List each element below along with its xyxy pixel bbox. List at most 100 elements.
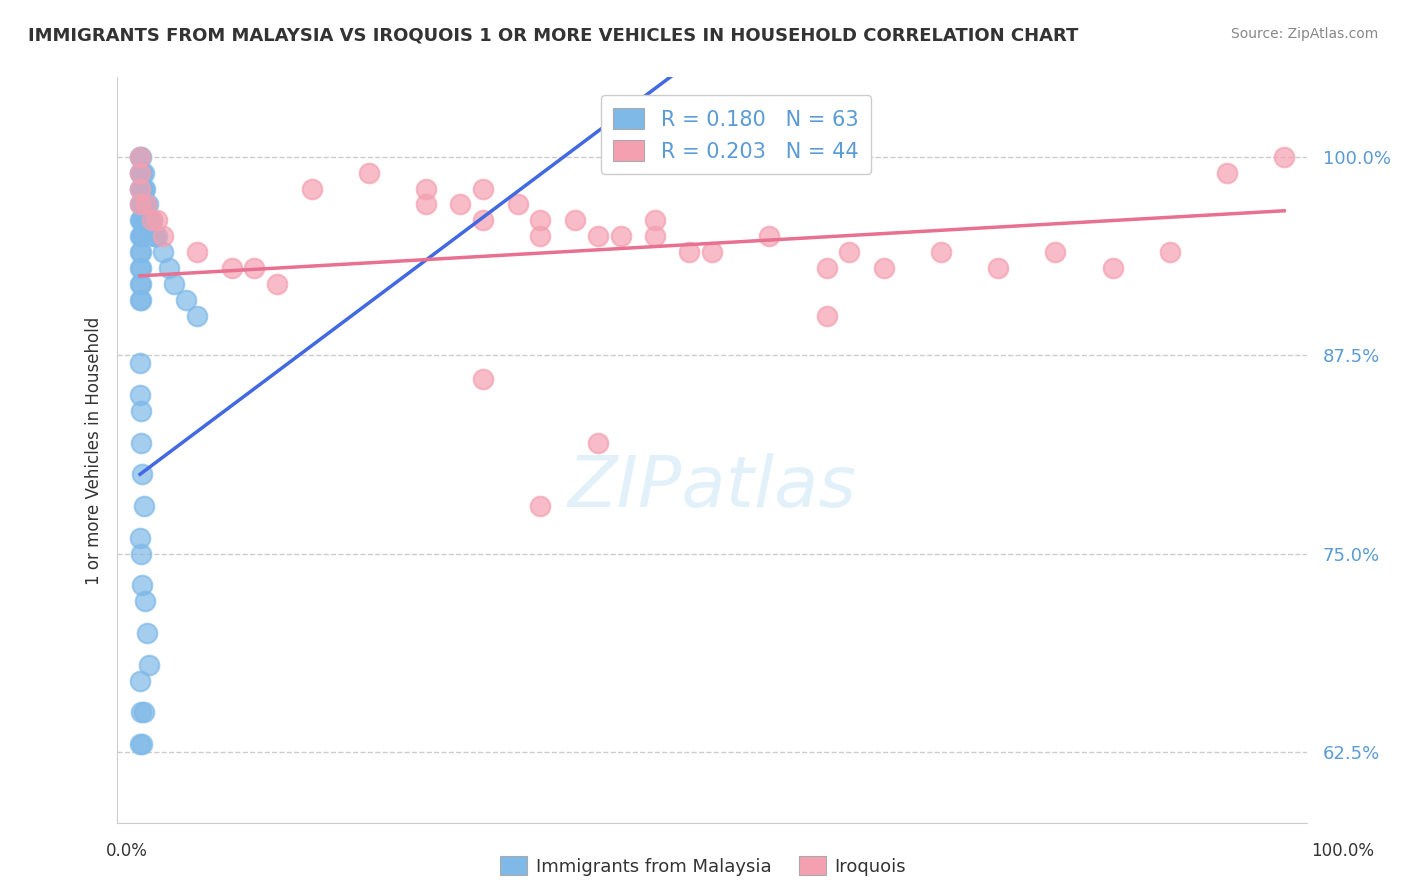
Point bbox=[186, 245, 208, 260]
Point bbox=[1272, 150, 1295, 164]
Legend: Immigrants from Malaysia, Iroquois: Immigrants from Malaysia, Iroquois bbox=[492, 849, 914, 883]
Point bbox=[136, 197, 159, 211]
Point bbox=[136, 213, 159, 227]
Point bbox=[129, 197, 152, 211]
Point bbox=[135, 213, 157, 227]
Point bbox=[129, 181, 152, 195]
Point bbox=[132, 166, 155, 180]
Point bbox=[586, 435, 609, 450]
Point bbox=[157, 260, 180, 275]
Point bbox=[506, 197, 529, 211]
Point bbox=[132, 499, 155, 513]
Point bbox=[700, 245, 723, 260]
Text: ZIPatlas: ZIPatlas bbox=[568, 453, 856, 522]
Point bbox=[131, 166, 153, 180]
Text: Source: ZipAtlas.com: Source: ZipAtlas.com bbox=[1230, 27, 1378, 41]
Point bbox=[134, 197, 156, 211]
Point bbox=[129, 260, 152, 275]
Point bbox=[131, 578, 153, 592]
Point bbox=[529, 499, 551, 513]
Point bbox=[131, 229, 153, 244]
Point bbox=[129, 277, 152, 291]
Point bbox=[132, 197, 155, 211]
Point bbox=[929, 245, 952, 260]
Point bbox=[163, 277, 186, 291]
Point bbox=[129, 245, 152, 260]
Point bbox=[129, 166, 152, 180]
Point bbox=[644, 213, 666, 227]
Point bbox=[129, 181, 152, 195]
Point bbox=[129, 404, 152, 418]
Point bbox=[132, 181, 155, 195]
Point bbox=[129, 260, 152, 275]
Point bbox=[1216, 166, 1239, 180]
Point bbox=[131, 467, 153, 482]
Point bbox=[129, 166, 152, 180]
Point bbox=[529, 213, 551, 227]
Point bbox=[301, 181, 323, 195]
Point bbox=[758, 229, 780, 244]
Point bbox=[221, 260, 243, 275]
Point bbox=[564, 213, 586, 227]
Text: IMMIGRANTS FROM MALAYSIA VS IROQUOIS 1 OR MORE VEHICLES IN HOUSEHOLD CORRELATION: IMMIGRANTS FROM MALAYSIA VS IROQUOIS 1 O… bbox=[28, 27, 1078, 45]
Point bbox=[129, 356, 152, 370]
Point bbox=[1159, 245, 1181, 260]
Point bbox=[131, 181, 153, 195]
Point bbox=[357, 166, 380, 180]
Point bbox=[174, 293, 197, 307]
Point bbox=[129, 435, 152, 450]
Point bbox=[138, 213, 160, 227]
Point bbox=[129, 706, 152, 720]
Point bbox=[1045, 245, 1067, 260]
Point bbox=[136, 626, 159, 640]
Point bbox=[141, 213, 163, 227]
Point bbox=[129, 150, 152, 164]
Point bbox=[142, 229, 165, 244]
Point bbox=[415, 181, 437, 195]
Point bbox=[152, 245, 174, 260]
Point bbox=[1101, 260, 1123, 275]
Point bbox=[141, 213, 163, 227]
Point bbox=[815, 309, 838, 323]
Point bbox=[449, 197, 471, 211]
Y-axis label: 1 or more Vehicles in Household: 1 or more Vehicles in Household bbox=[86, 317, 103, 584]
Point bbox=[129, 150, 152, 164]
Point bbox=[129, 150, 152, 164]
Point bbox=[129, 181, 152, 195]
Point bbox=[129, 737, 152, 751]
Point bbox=[415, 197, 437, 211]
Point bbox=[129, 673, 152, 688]
Text: 100.0%: 100.0% bbox=[1312, 842, 1374, 860]
Point bbox=[129, 531, 152, 545]
Point bbox=[873, 260, 896, 275]
Point bbox=[129, 388, 152, 402]
Point bbox=[146, 213, 169, 227]
Point bbox=[243, 260, 266, 275]
Point bbox=[838, 245, 860, 260]
Point bbox=[266, 277, 288, 291]
Point bbox=[472, 181, 495, 195]
Point bbox=[678, 245, 700, 260]
Point bbox=[472, 372, 495, 386]
Point bbox=[472, 213, 495, 227]
Legend: R = 0.180   N = 63, R = 0.203   N = 44: R = 0.180 N = 63, R = 0.203 N = 44 bbox=[600, 95, 872, 174]
Point bbox=[129, 293, 152, 307]
Point bbox=[586, 229, 609, 244]
Point bbox=[129, 245, 152, 260]
Point bbox=[139, 213, 162, 227]
Point bbox=[129, 547, 152, 561]
Point bbox=[146, 229, 169, 244]
Point bbox=[135, 197, 157, 211]
Point bbox=[129, 229, 152, 244]
Point bbox=[134, 181, 156, 195]
Point bbox=[987, 260, 1010, 275]
Point bbox=[138, 657, 160, 672]
Point bbox=[815, 260, 838, 275]
Point bbox=[129, 197, 152, 211]
Point bbox=[129, 213, 152, 227]
Point bbox=[143, 229, 166, 244]
Point bbox=[129, 213, 152, 227]
Point bbox=[609, 229, 631, 244]
Point bbox=[132, 706, 155, 720]
Text: 0.0%: 0.0% bbox=[105, 842, 148, 860]
